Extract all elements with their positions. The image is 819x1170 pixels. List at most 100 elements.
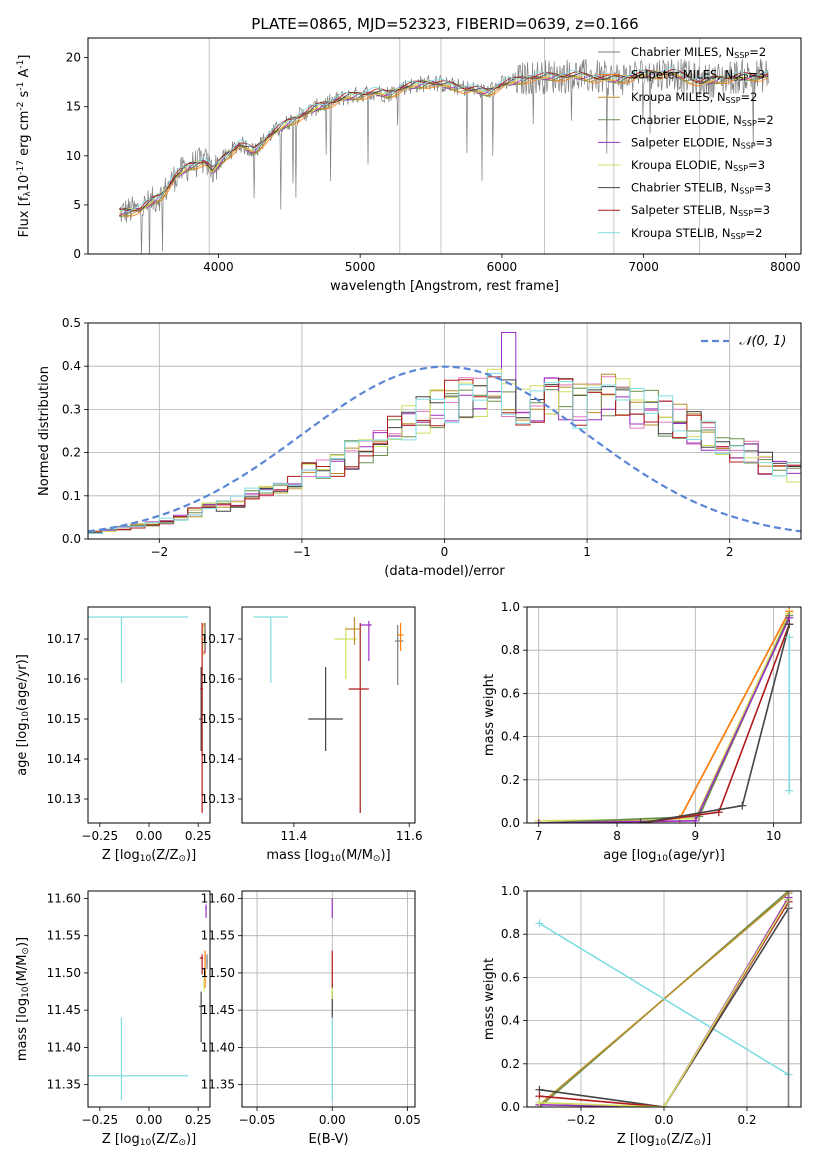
mass-vs-ebv-panel: −0.05 0.00 0.05 11.35 11.40 11.45 11.50 11.55 11… (201, 890, 421, 1147)
x-tick-label: 0.00 (136, 829, 163, 843)
y-tick-label: 15 (66, 100, 81, 114)
axes-frame (241, 890, 416, 1108)
x-tick-label: 0.25 (185, 829, 212, 843)
y-tick-label: 0.2 (62, 446, 81, 460)
x-axis-label: E(B-V) (308, 1132, 348, 1147)
x-axis-label: wavelength [Angstrom, rest frame] (330, 279, 559, 294)
plot-area (88, 616, 207, 813)
x-axis-label: Z [log10(Z/Z⊙)] (102, 1132, 196, 1148)
error-point (205, 904, 207, 918)
y-tick-label: 11.45 (47, 1003, 81, 1017)
x-tick-label: −0.05 (239, 1113, 276, 1127)
legend-entry: Kroupa MILES, NSSP=2 (631, 90, 757, 105)
x-tick-label: 8 (613, 829, 621, 843)
error-point (203, 976, 206, 992)
y-tick-label: 0.0 (501, 1100, 520, 1114)
x-axis-label: age [log10(age/yr)] (603, 848, 725, 864)
x-axis-label: Z [log10(Z/Z⊙)] (617, 1132, 711, 1148)
y-tick-label: 0.0 (501, 816, 520, 830)
error-point (88, 1017, 189, 1101)
x-tick-label: −0.25 (81, 829, 118, 843)
x-tick-label: 0.2 (737, 1113, 756, 1127)
y-tick-label: 0.3 (62, 402, 81, 416)
y-tick-label: 0.5 (62, 316, 81, 330)
x-axis-label: (data-model)/error (384, 564, 505, 579)
spectrum-model (119, 70, 769, 212)
y-tick-label: 0.2 (501, 773, 520, 787)
y-tick-label: 0.1 (62, 489, 81, 503)
axes-frame (241, 606, 416, 824)
error-point (206, 954, 208, 970)
x-tick-label: −1 (293, 545, 311, 559)
spectrum-model (119, 67, 769, 212)
legend-entry: 𝒩(0, 1) (739, 334, 786, 349)
y-axis-label: age [log10(age/yr)] (15, 654, 31, 776)
y-tick-label: 10.14 (47, 752, 81, 766)
x-tick-label: 0.00 (319, 1113, 346, 1127)
error-point (199, 954, 204, 975)
plot-area (118, 38, 769, 254)
x-tick-label: −2 (150, 545, 168, 559)
legend-entry: Chabrier ELODIE, NSSP=2 (631, 113, 774, 128)
y-tick-label: 11.35 (201, 1078, 235, 1092)
age-vs-metallicity-panel: −0.25 0.00 0.25 10.13 10.14 10.15 10.16 10.17 Z … (15, 606, 212, 864)
normal-curve (88, 365, 801, 533)
y-tick-label: 10.14 (201, 752, 235, 766)
x-tick-label: 6000 (487, 260, 518, 274)
y-tick-label: 11.35 (47, 1078, 81, 1092)
error-point (199, 991, 204, 1043)
y-tick-label: 1.0 (501, 884, 520, 898)
y-tick-label: 11.50 (47, 966, 81, 980)
error-point (394, 625, 404, 685)
x-tick-label: 11.4 (281, 829, 308, 843)
legend-entry: Chabrier MILES, NSSP=2 (631, 45, 766, 60)
weight-series (675, 607, 794, 823)
y-tick-label: 0.8 (501, 927, 520, 941)
x-tick-label: 0.00 (136, 1113, 163, 1127)
y-tick-label: 10 (66, 149, 81, 163)
error-point (204, 623, 206, 647)
x-tick-label: 7000 (628, 260, 659, 274)
error-point (397, 623, 404, 651)
y-tick-label: 0.0 (62, 532, 81, 546)
y-axis-label: Flux [fλ10-17 erg cm-2 s-1 A-1] (16, 55, 33, 238)
y-tick-label: 0.8 (501, 643, 520, 657)
histogram-series (88, 372, 801, 539)
x-tick-label: 8000 (770, 260, 801, 274)
axes-frame (87, 37, 802, 255)
residuals-panel: −2 −1 0 1 2 0.0 0.1 0.2 0.3 0.4 0.5 𝒩(0, 1) (data-mo… (37, 316, 802, 579)
weight-series (534, 613, 794, 823)
axes-frame (87, 606, 211, 824)
y-tick-label: 11.40 (201, 1040, 235, 1054)
x-tick-label: 0.05 (394, 1113, 421, 1127)
legend-entry: Salpeter MILES, NSSP=3 (631, 68, 765, 83)
spectrum-panel: 4000 5000 6000 7000 8000 0 5 10 15 20 Chabrier MIL… (16, 37, 802, 294)
x-tick-label: 11.6 (396, 829, 423, 843)
legend-entry: Salpeter STELIB, NSSP=3 (631, 203, 770, 218)
x-tick-label: 1 (583, 545, 591, 559)
weight-series (785, 633, 794, 795)
age-vs-mass-panel: 11.4 11.6 10.13 10.14 10.15 10.16 10.17 mass [l… (201, 606, 423, 864)
massweight-vs-metallicity-panel: −0.2 0.0 0.2 0.0 0.2 0.4 0.6 0.8 1.0 Z [log10(Z/Z… (482, 884, 802, 1148)
x-tick-label: 10 (766, 829, 781, 843)
y-tick-label: 10.15 (47, 712, 81, 726)
error-point (308, 667, 343, 751)
spectrum-data (118, 58, 769, 254)
x-tick-label: 5000 (345, 260, 376, 274)
mass-vs-metallicity-panel: −0.25 0.00 0.25 11.35 11.40 11.45 11.50 11.55 11… (15, 890, 212, 1148)
y-tick-label: 11.60 (47, 891, 81, 905)
y-tick-label: 10.13 (47, 792, 81, 806)
y-tick-label: 0.4 (501, 730, 520, 744)
y-tick-label: 11.50 (201, 966, 235, 980)
axes-frame (526, 606, 802, 824)
y-tick-label: 11.45 (201, 1003, 235, 1017)
massweight-vs-age-panel: 7 8 9 10 0.0 0.2 0.4 0.6 0.8 1.0 age [log10(age/yr… (482, 600, 802, 864)
y-tick-label: 10.17 (47, 632, 81, 646)
legend-entry: Salpeter ELODIE, NSSP=3 (631, 135, 773, 150)
x-axis-label: Z [log10(Z/Z⊙)] (102, 848, 196, 864)
x-tick-label: 0.0 (654, 1113, 673, 1127)
axes-frame (87, 890, 211, 1108)
x-axis-label: mass [log10(M/M⊙)] (266, 848, 390, 864)
figure-title: PLATE=0865, MJD=52323, FIBERID=0639, z=0… (251, 15, 638, 33)
weight-series (636, 620, 794, 823)
